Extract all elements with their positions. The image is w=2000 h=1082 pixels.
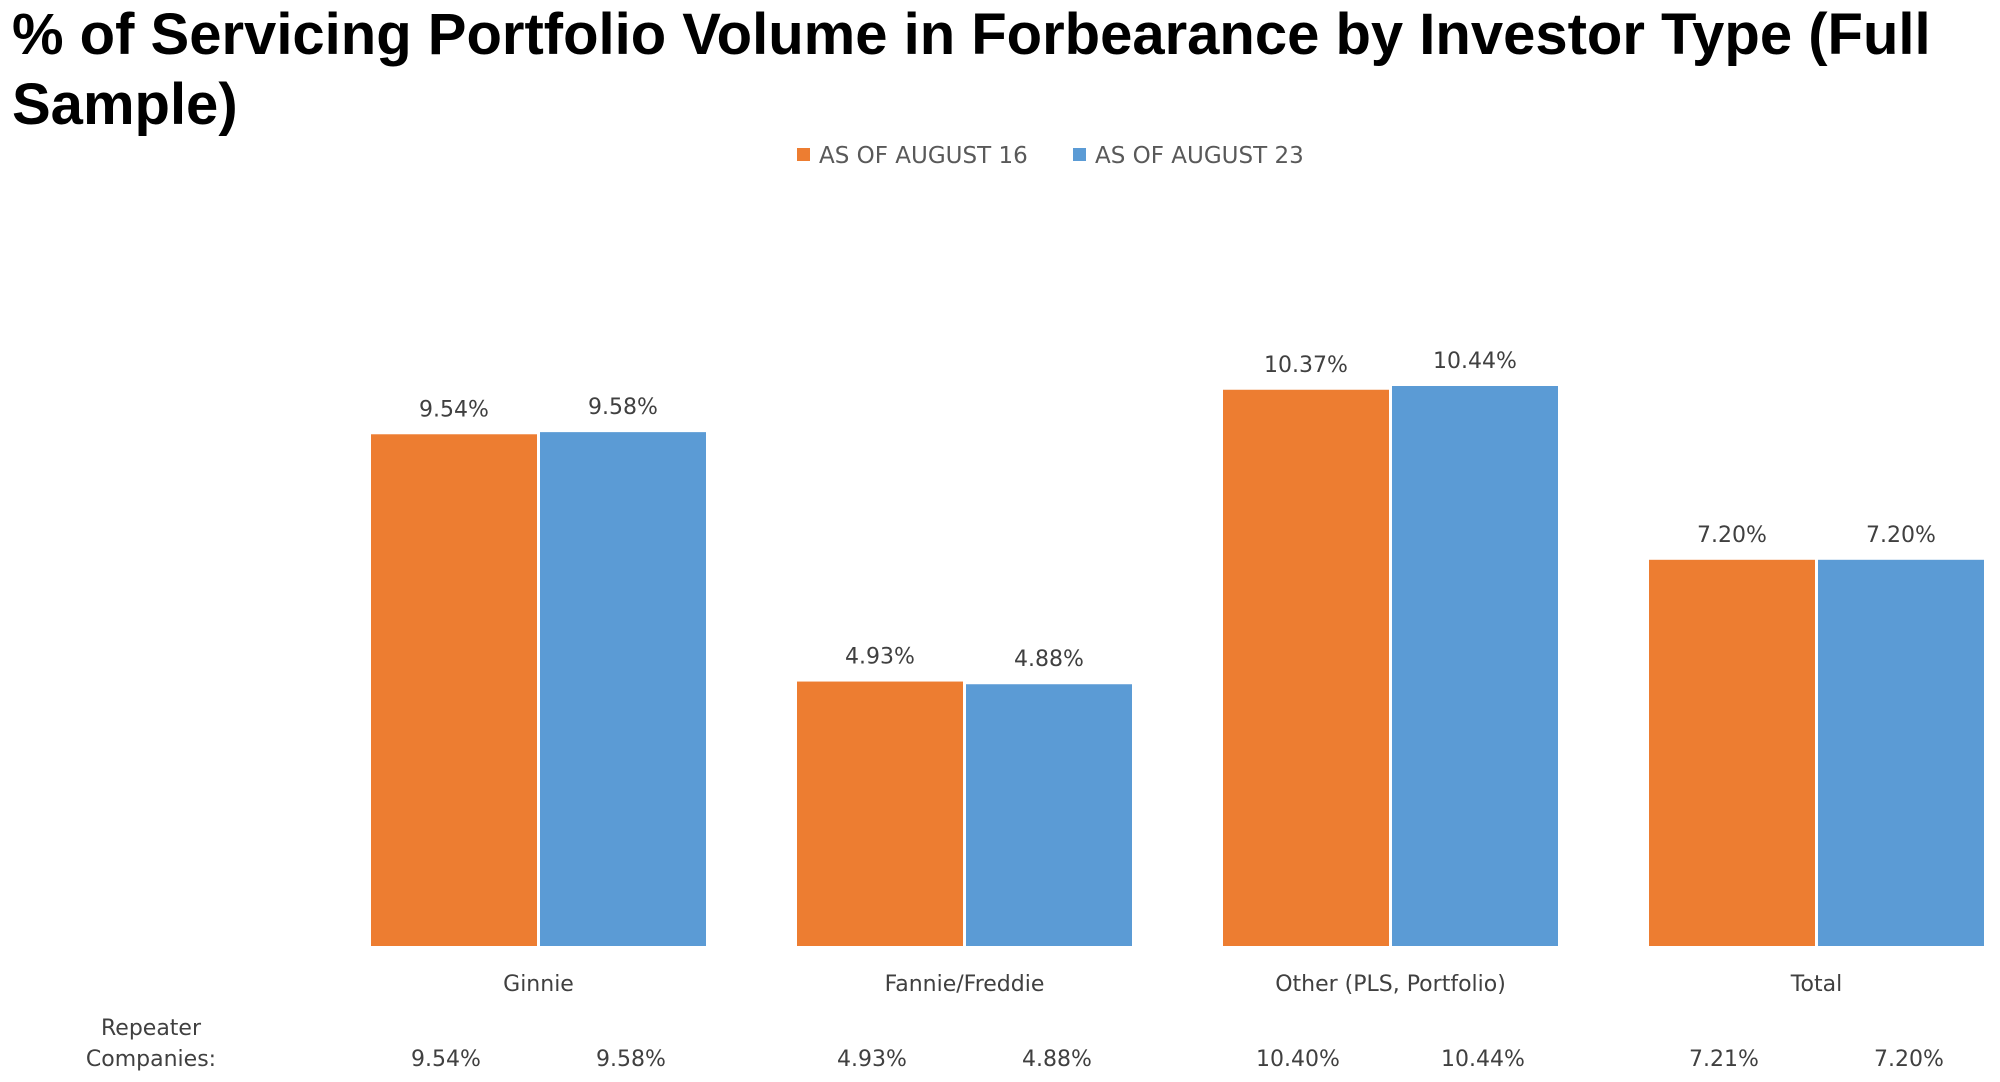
bar-2-series-2 [966,684,1132,946]
data-label-1-series-2: 9.58% [588,395,658,420]
repeater-label-line1: Repeater [101,1016,202,1041]
data-label-2-series-1: 4.93% [845,645,915,670]
repeater-value-3-1: 10.40% [1256,1047,1340,1072]
category-label-4: Total [1790,972,1842,997]
bars [371,386,1984,947]
repeater-value-4-2: 7.20% [1874,1047,1944,1072]
data-label-4-series-2: 7.20% [1866,523,1936,548]
data-label-1-series-1: 9.54% [419,397,489,422]
data-label-2-series-2: 4.88% [1014,647,1084,672]
repeater-row: 9.54% 9.58% 4.93% 4.88% 10.40% 10.44% 7.21% 7.2… [86,1016,1944,1072]
category-label-2: Fannie/Freddie [885,972,1045,997]
data-label-4-series-1: 7.20% [1697,523,1767,548]
legend-swatch-1 [797,148,810,161]
repeater-value-2-2: 4.88% [1022,1047,1092,1072]
bar-4-series-2 [1818,559,1984,946]
repeater-value-3-2: 10.44% [1441,1047,1525,1072]
repeater-label-line2: Companies: [86,1047,216,1072]
legend-swatch-2 [1073,148,1086,161]
bar-1-series-1 [371,434,537,946]
legend: AS OF AUGUST 16 AS OF AUGUST 23 [797,143,1304,169]
bar-2-series-1 [797,681,963,946]
repeater-value-1-1: 9.54% [411,1047,481,1072]
legend-label-2: AS OF AUGUST 23 [1095,143,1304,169]
bar-3-series-2 [1392,386,1558,946]
page-title: % of Servicing Portfolio Volume in Forbe… [12,2,1931,137]
data-labels: 9.54% 9.58% 4.93% 4.88% 10.37% 10.44% 7.20% 7.2… [419,349,1936,672]
legend-label-1: AS OF AUGUST 16 [819,143,1028,169]
data-label-3-series-1: 10.37% [1264,353,1348,378]
bar-3-series-1 [1223,389,1389,947]
category-labels: Ginnie Fannie/Freddie Other (PLS, Portfoli… [503,972,1842,997]
repeater-value-1-2: 9.58% [596,1047,666,1072]
category-label-1: Ginnie [503,972,574,997]
repeater-value-2-1: 4.93% [837,1047,907,1072]
category-label-3: Other (PLS, Portfolio) [1275,972,1506,997]
bar-4-series-1 [1649,559,1815,946]
bar-1-series-2 [540,432,706,947]
data-label-3-series-2: 10.44% [1433,349,1517,374]
repeater-value-4-1: 7.21% [1689,1047,1759,1072]
